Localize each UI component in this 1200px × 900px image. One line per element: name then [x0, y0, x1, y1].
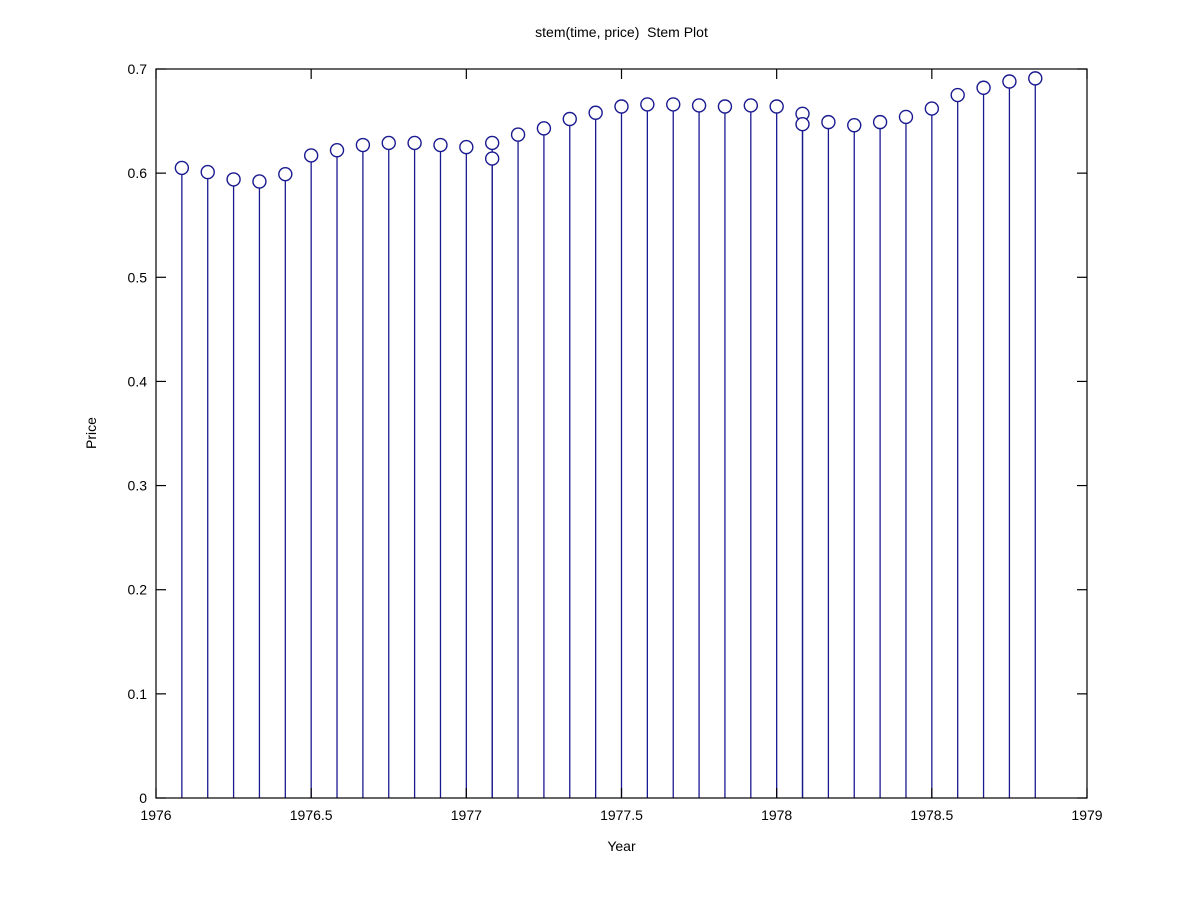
stem-marker	[381, 135, 396, 151]
stem-marker	[769, 99, 784, 114]
stem-marker	[252, 174, 267, 189]
stem-marker	[666, 97, 681, 112]
stem-marker	[329, 143, 345, 158]
x-tick-label: 1978.5	[910, 807, 953, 823]
y-tick-label: 0.7	[128, 61, 148, 77]
stem-marker	[278, 166, 293, 182]
y-tick-label: 0.6	[128, 165, 148, 181]
stem-marker	[459, 139, 474, 155]
stem-marker	[407, 135, 422, 151]
stem-marker	[795, 116, 810, 132]
x-tick-label: 1977.5	[600, 807, 643, 823]
y-axis-label: Price	[83, 417, 99, 449]
y-tick-label: 0	[139, 790, 147, 806]
stem-marker	[174, 160, 190, 176]
stem-marker	[743, 98, 759, 113]
stem-marker	[1002, 74, 1017, 89]
x-tick-label: 1976	[140, 807, 171, 823]
y-tick-label: 0.2	[128, 582, 148, 598]
stem-marker	[588, 105, 603, 120]
stem-marker	[976, 80, 991, 95]
stem-marker	[303, 148, 319, 163]
y-tick-label: 0.3	[128, 478, 148, 494]
stem-marker	[484, 135, 500, 151]
stem-marker	[872, 114, 888, 130]
x-tick-label: 1978	[761, 807, 792, 823]
y-tick-label: 0.5	[128, 269, 148, 285]
y-tick-label: 0.4	[128, 373, 148, 389]
y-tick-label: 0.1	[128, 686, 148, 702]
stem-marker	[200, 164, 215, 180]
stem-marker	[821, 114, 836, 130]
stem-marker	[226, 172, 241, 187]
stem-marker	[614, 99, 629, 114]
stem-marker	[510, 127, 526, 142]
chart-title: stem(time, price) Stem Plot	[535, 24, 708, 40]
stem-marker	[562, 111, 577, 127]
stem-marker	[691, 98, 707, 113]
x-axis-label: Year	[607, 838, 636, 854]
stem-marker	[898, 109, 914, 125]
stem-marker	[717, 99, 733, 114]
x-tick-label: 1977	[451, 807, 482, 823]
stem-marker	[640, 97, 655, 112]
stem-marker	[924, 101, 940, 116]
stem-marker	[433, 137, 448, 153]
stem-marker	[1028, 71, 1043, 86]
stem-marker	[950, 87, 965, 103]
stem-marker	[536, 121, 552, 136]
stem-marker	[484, 151, 500, 166]
stem-marker	[847, 118, 862, 133]
stem-marker	[355, 137, 371, 153]
x-tick-label: 1979	[1071, 807, 1102, 823]
x-tick-label: 1976.5	[290, 807, 333, 823]
